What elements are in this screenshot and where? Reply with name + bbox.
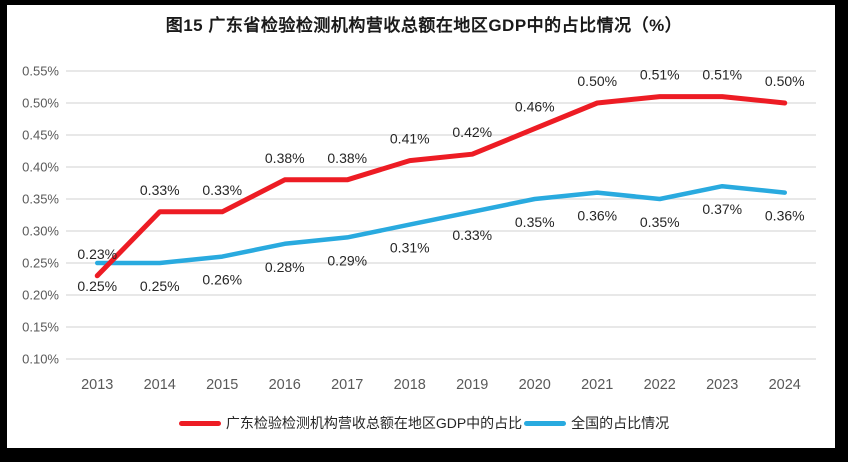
chart-title: 图15 广东省检验检测机构营收总额在地区GDP中的占比情况（%） [165, 16, 683, 35]
data-label-national: 0.35% [640, 214, 680, 230]
x-tick-label: 2015 [206, 377, 238, 393]
y-tick-label: 0.25% [22, 256, 59, 271]
y-tick-label: 0.35% [22, 192, 59, 207]
y-tick-label: 0.50% [22, 96, 59, 111]
y-tick-label: 0.30% [22, 224, 59, 239]
y-tick-label: 0.55% [22, 64, 59, 79]
chart-legend: 广东检验检测机构营收总额在地区GDP中的占比 全国的占比情况 [0, 409, 848, 437]
data-label-national: 0.25% [140, 278, 180, 294]
x-tick-label: 2013 [81, 377, 113, 393]
data-label-national: 0.37% [702, 201, 742, 217]
x-tick-label: 2024 [769, 377, 801, 393]
x-tick-label: 2019 [456, 377, 488, 393]
data-label-guangdong: 0.50% [577, 73, 617, 89]
y-tick-label: 0.20% [22, 288, 59, 303]
data-label-guangdong: 0.41% [390, 131, 430, 147]
legend-item-guangdong: 广东检验检测机构营收总额在地区GDP中的占比 [178, 413, 523, 433]
x-tick-label: 2017 [331, 377, 363, 393]
data-label-national: 0.28% [265, 259, 305, 275]
blue-line-swatch-icon [524, 420, 567, 426]
data-label-guangdong: 0.50% [765, 73, 805, 89]
data-label-guangdong: 0.33% [202, 182, 242, 198]
legend-label-guangdong: 广东检验检测机构营收总额在地区GDP中的占比 [225, 415, 523, 431]
data-label-national: 0.31% [390, 240, 430, 256]
y-tick-label: 0.15% [22, 320, 59, 335]
data-label-national: 0.35% [515, 214, 555, 230]
data-label-guangdong: 0.46% [515, 99, 555, 115]
x-tick-label: 2014 [144, 377, 176, 393]
legend-item-national: 全国的占比情况 [524, 413, 669, 433]
red-line-swatch-icon [178, 420, 221, 426]
data-label-guangdong: 0.51% [702, 67, 742, 83]
data-label-national: 0.33% [452, 227, 492, 243]
x-tick-label: 2018 [394, 377, 426, 393]
y-tick-label: 0.40% [22, 160, 59, 175]
x-tick-label: 2020 [519, 377, 551, 393]
data-label-guangdong: 0.38% [327, 150, 367, 166]
x-tick-label: 2021 [581, 377, 613, 393]
data-label-guangdong: 0.23% [77, 246, 117, 262]
data-label-guangdong: 0.33% [140, 182, 180, 198]
data-label-guangdong: 0.38% [265, 150, 305, 166]
data-label-national: 0.25% [77, 278, 117, 294]
data-label-guangdong: 0.42% [452, 124, 492, 140]
data-label-national: 0.26% [202, 272, 242, 288]
legend-label-national: 全国的占比情况 [571, 415, 670, 431]
series-line-guangdong [94, 94, 788, 279]
series-line-national [95, 183, 787, 266]
data-label-national: 0.29% [327, 252, 367, 268]
x-tick-label: 2016 [269, 377, 301, 393]
y-tick-label: 0.45% [22, 128, 59, 143]
x-tick-label: 2022 [644, 377, 676, 393]
y-tick-label: 0.10% [22, 352, 59, 367]
data-label-national: 0.36% [765, 208, 805, 224]
x-tick-label: 2023 [706, 377, 738, 393]
data-label-national: 0.36% [577, 208, 617, 224]
data-label-guangdong: 0.51% [640, 67, 680, 83]
